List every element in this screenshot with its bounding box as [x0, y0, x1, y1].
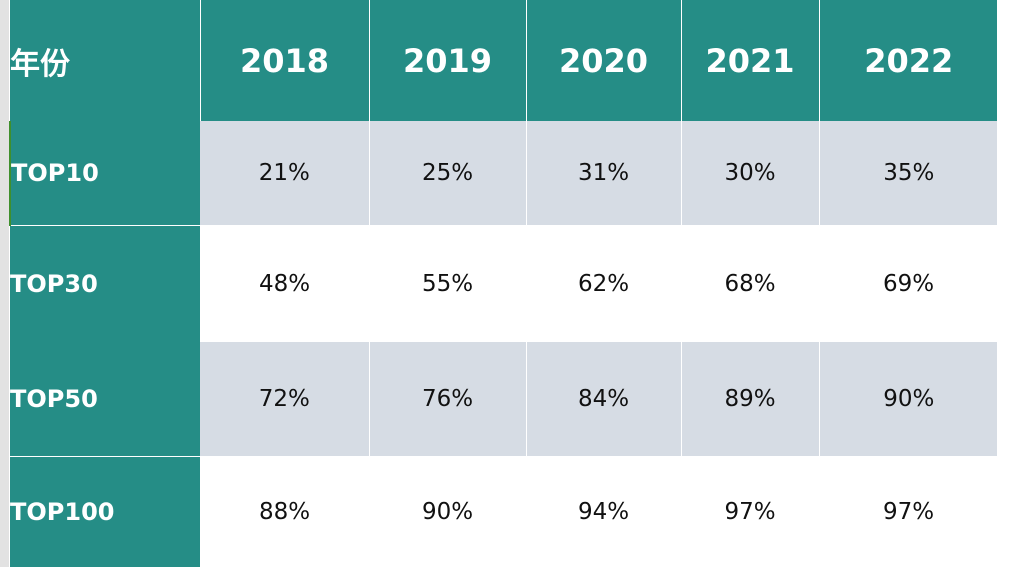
table-row-top30: TOP30 48% 55% 62% 68% 69%	[10, 225, 998, 342]
row-label-top50[interactable]: TOP50	[10, 342, 200, 456]
table-cell[interactable]: 97%	[681, 456, 819, 567]
column-header-2020[interactable]: 2020	[526, 0, 682, 121]
table-cell[interactable]: 90%	[369, 456, 526, 567]
table-cell[interactable]: 97%	[819, 456, 998, 567]
table-cell[interactable]: 35%	[819, 121, 998, 225]
row-label-top30[interactable]: TOP30	[10, 225, 200, 342]
table-cell[interactable]: 31%	[526, 121, 682, 225]
table-cell[interactable]: 94%	[526, 456, 681, 567]
table-cell[interactable]: 72%	[200, 342, 370, 456]
table-cell[interactable]: 76%	[369, 342, 527, 456]
column-header-2019[interactable]: 2019	[369, 0, 527, 121]
table-cell[interactable]: 55%	[369, 225, 526, 342]
column-header-2021[interactable]: 2021	[681, 0, 820, 121]
table-cell[interactable]: 62%	[526, 225, 681, 342]
table-cell[interactable]: 25%	[369, 121, 527, 225]
table-cell[interactable]: 48%	[200, 225, 369, 342]
header-row: 年份 2018 2019 2020 2021 2022	[10, 0, 998, 121]
table-cell[interactable]: 30%	[681, 121, 820, 225]
table-cell[interactable]: 84%	[526, 342, 682, 456]
table-cell[interactable]: 89%	[681, 342, 820, 456]
table-cell[interactable]: 21%	[200, 121, 370, 225]
data-table: 年份 2018 2019 2020 2021 2022 TOP10 21% 25…	[9, 0, 998, 567]
table-row-top50: TOP50 72% 76% 84% 89% 90%	[10, 342, 998, 456]
row-label-top10[interactable]: TOP10	[9, 121, 200, 225]
column-header-2018[interactable]: 2018	[200, 0, 370, 121]
table-cell[interactable]: 90%	[819, 342, 998, 456]
table-cell[interactable]: 88%	[200, 456, 369, 567]
right-edge-strip	[997, 0, 1009, 567]
left-edge-strip	[0, 0, 9, 567]
row-label-top100[interactable]: TOP100	[10, 456, 200, 567]
table-row-top10: TOP10 21% 25% 31% 30% 35%	[9, 121, 998, 225]
table-cell[interactable]: 68%	[681, 225, 819, 342]
table-cell[interactable]: 69%	[819, 225, 998, 342]
corner-header-cell[interactable]: 年份	[10, 0, 201, 121]
column-header-2022[interactable]: 2022	[819, 0, 998, 121]
table-row-top100: TOP100 88% 90% 94% 97% 97%	[10, 456, 998, 567]
